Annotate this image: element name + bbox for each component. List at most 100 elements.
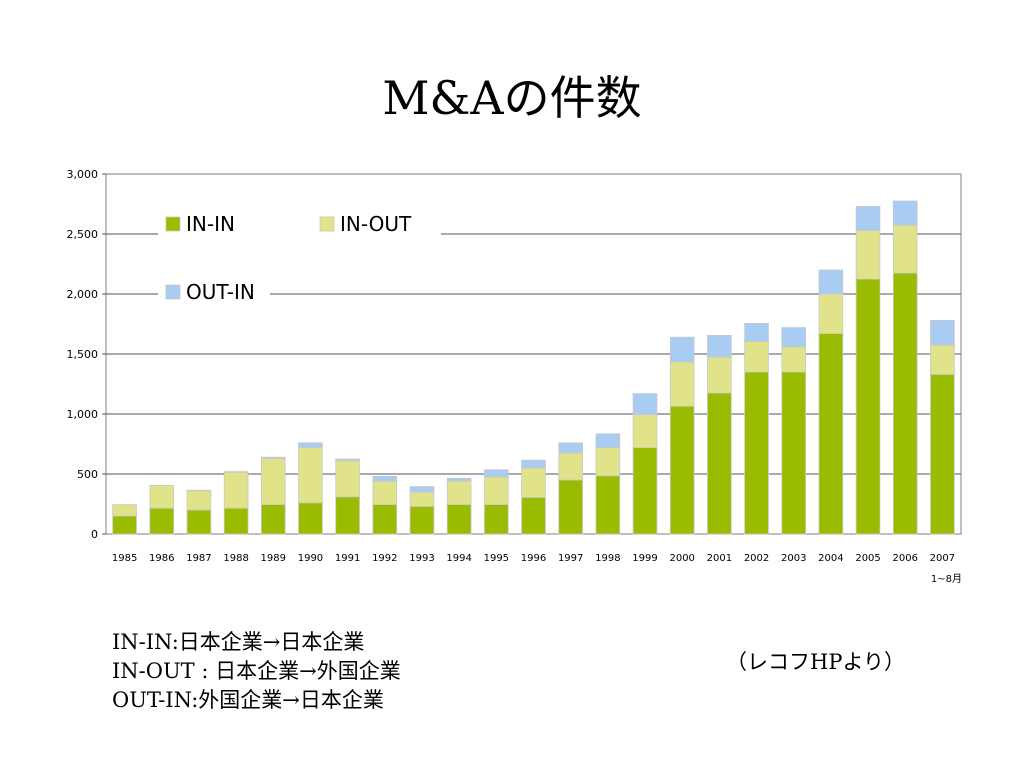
bar-in-out-1996: [521, 467, 546, 498]
definition-notes: IN-IN:日本企業→日本企業 IN-OUT : 日本企業→外国企業 OUT-I…: [112, 628, 401, 715]
x-tick-label: 1996: [521, 553, 546, 564]
bar-in-in-1989: [260, 504, 286, 535]
legend-label-in-out: IN-OUT: [340, 212, 412, 236]
bar-in-out-2003: [781, 346, 807, 373]
bar-in-in-1998: [595, 475, 621, 535]
bar-out-in-1987: [186, 489, 212, 492]
bar-in-out-2001: [707, 356, 732, 394]
y-tick-label: 3,000: [67, 168, 99, 181]
note-out-in: OUT-IN:外国企業→日本企業: [112, 688, 384, 712]
x-tick-label: 1999: [632, 553, 657, 564]
bar-out-in-1993: [409, 486, 435, 493]
x-tick-label: 1991: [335, 553, 360, 564]
bar-in-out-1988: [223, 471, 249, 509]
bar-out-in-1996: [521, 459, 546, 469]
bar-out-in-1994: [446, 477, 472, 482]
bar-in-in-2005: [855, 278, 881, 535]
y-tick-label: 0: [91, 528, 98, 541]
bar-out-in-1988: [223, 471, 249, 473]
bar-out-in-2001: [707, 334, 732, 358]
bar-in-in-1987: [186, 509, 212, 535]
bar-in-in-2006: [892, 272, 918, 535]
x-tick-label: 2007: [930, 553, 955, 564]
bar-in-in-1986: [149, 507, 175, 535]
x-tick-label: 1992: [372, 553, 397, 564]
x-tick-label: 1997: [558, 553, 583, 564]
x-tick-label: 2004: [818, 553, 843, 564]
bar-out-in-1992: [372, 475, 398, 482]
x-tick-label: 1993: [409, 553, 434, 564]
x-tick-label: 1987: [186, 553, 211, 564]
bar-out-in-1991: [335, 458, 360, 462]
x-tick-label: 2006: [893, 553, 918, 564]
bar-out-in-1999: [632, 393, 658, 416]
bar-in-out-1986: [149, 484, 175, 509]
bar-in-in-1995: [484, 504, 509, 535]
bar-out-in-2004: [818, 269, 844, 295]
x-period-note: 1~8月: [931, 573, 962, 585]
x-tick-label: 1998: [595, 553, 620, 564]
bar-in-in-2000: [669, 405, 695, 535]
x-tick-label: 2005: [855, 553, 880, 564]
bar-out-in-2007: [930, 319, 955, 346]
source-note: （レコフHPより）: [726, 650, 906, 674]
y-tick-label: 2,500: [67, 228, 99, 241]
bar-in-in-1994: [446, 504, 472, 535]
bar-in-in-1985: [112, 515, 137, 535]
y-tick-label: 2,000: [67, 288, 99, 301]
bar-in-in-1992: [372, 504, 398, 535]
bar-out-in-2000: [669, 336, 695, 363]
slide-title: M&Aの件数: [382, 71, 642, 125]
bar-in-out-1999: [632, 414, 658, 449]
bar-in-out-1997: [558, 452, 583, 481]
bar-in-out-1998: [595, 447, 621, 477]
bar-in-in-1991: [335, 496, 360, 535]
bar-in-out-2004: [818, 293, 844, 334]
x-tick-label: 1990: [298, 553, 323, 564]
bar-in-out-2007: [930, 344, 955, 375]
x-tick-label: 1988: [223, 553, 248, 564]
bar-in-in-2001: [707, 392, 732, 535]
bar-in-out-1990: [298, 447, 323, 504]
bar-out-in-1995: [484, 469, 509, 478]
x-tick-label: 2003: [781, 553, 806, 564]
bar-out-in-2006: [892, 200, 918, 226]
x-tick-label: 2000: [669, 553, 694, 564]
bar-out-in-1997: [558, 442, 583, 454]
bar-in-out-1992: [372, 480, 398, 506]
bar-in-out-1991: [335, 460, 360, 498]
bar-in-out-1993: [409, 491, 435, 507]
bar-in-in-1990: [298, 502, 323, 535]
legend-swatch-out-in: [165, 284, 181, 300]
bar-out-in-2005: [855, 206, 881, 231]
bar-in-out-1985: [112, 504, 137, 517]
bar-in-out-2005: [855, 230, 881, 280]
bar-in-out-2006: [892, 224, 918, 274]
x-tick-label: 1994: [446, 553, 471, 564]
bar-in-out-2002: [744, 340, 769, 373]
bar-in-in-1996: [521, 496, 546, 535]
x-tick-label: 2001: [707, 553, 732, 564]
x-tick-label: 1989: [261, 553, 286, 564]
legend-swatch-in-in: [165, 216, 181, 232]
note-in-in: IN-IN:日本企業→日本企業: [112, 630, 365, 654]
bar-out-in-2002: [744, 322, 769, 342]
bar-in-in-2004: [818, 333, 844, 535]
bar-in-in-2007: [930, 373, 955, 535]
bar-in-in-1999: [632, 447, 658, 535]
bar-in-out-1987: [186, 490, 212, 511]
y-tick-label: 1,500: [67, 348, 99, 361]
y-tick-label: 500: [77, 468, 98, 481]
bar-out-in-1989: [260, 456, 286, 459]
bar-out-in-1998: [595, 433, 621, 448]
x-tick-label: 1985: [112, 553, 137, 564]
bar-in-out-1989: [260, 457, 286, 505]
bar-in-in-1993: [409, 505, 435, 535]
bar-in-out-1995: [484, 476, 509, 506]
bar-out-in-2003: [781, 327, 807, 348]
bar-in-in-2002: [744, 371, 769, 535]
legend-swatch-in-out: [319, 216, 335, 232]
legend-backing-row1: [158, 208, 441, 242]
x-tick-label: 1986: [149, 553, 174, 564]
x-tick-label: 2002: [744, 553, 769, 564]
